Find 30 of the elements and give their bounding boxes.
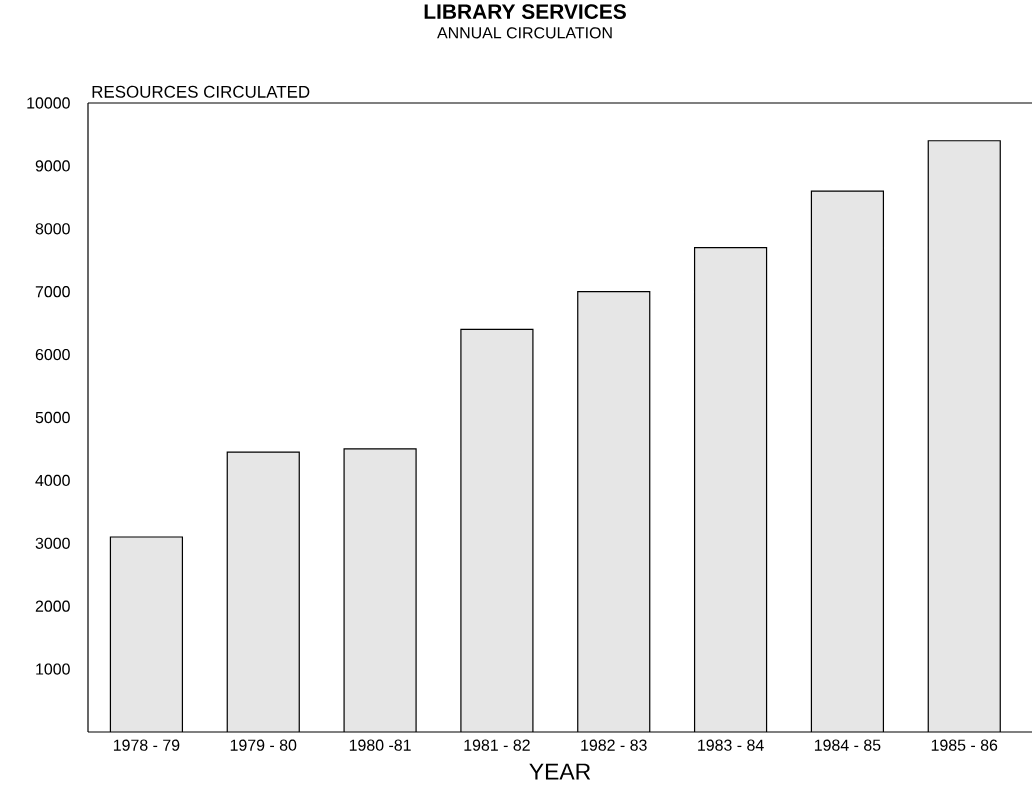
chart-title: LIBRARY SERVICES [424, 4, 626, 19]
x-axis-title: YEAR [529, 763, 591, 780]
bar [344, 448, 417, 732]
y-tick-label: 3000 [35, 537, 70, 549]
y-axis-title: RESOURCES CIRCULATED [92, 85, 310, 98]
x-tick-label: 1982 - 83 [581, 739, 647, 751]
bar [227, 452, 300, 732]
x-tick-label: 1984 - 85 [814, 739, 881, 751]
y-tick-label: 1000 [36, 663, 70, 675]
y-tick-label: 6000 [35, 348, 70, 361]
y-tick-label: 2000 [35, 600, 70, 612]
y-tick-label: 10000 [27, 97, 70, 109]
y-tick-label: 8000 [35, 223, 70, 235]
x-tick-label: 1978 - 79 [113, 739, 180, 751]
y-tick-label: 5000 [35, 411, 70, 424]
y-tick-label: 9000 [35, 160, 70, 172]
bar [577, 291, 650, 732]
x-tick-label: 1979 - 80 [230, 739, 297, 751]
bar [460, 329, 533, 732]
bar [811, 191, 884, 732]
x-tick-label: 1983 - 84 [698, 739, 764, 751]
chart-subtitle: ANNUAL CIRCULATION [437, 27, 612, 39]
y-tick-label: 7000 [35, 286, 70, 298]
y-tick-label: 4000 [35, 474, 70, 487]
x-tick-label: 1985 - 86 [931, 739, 998, 751]
x-tick-label: 1980 -81 [349, 739, 411, 751]
x-tick-label: 1981 - 82 [464, 739, 530, 751]
bar [694, 247, 767, 732]
bar [110, 537, 183, 732]
bar [927, 140, 1001, 732]
